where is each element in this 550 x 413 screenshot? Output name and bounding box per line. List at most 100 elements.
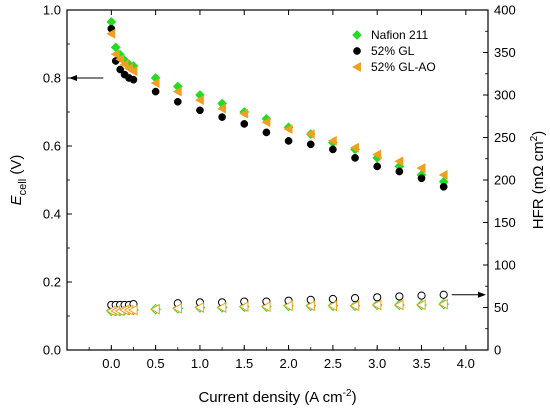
y-right-tick-label: 150 — [494, 215, 516, 230]
point-52-gl-ao-polarization — [216, 103, 227, 114]
y-left-axis-title-sub: cell — [17, 179, 29, 196]
point-52-gl-ao-hfr — [438, 298, 448, 310]
point-52-gl-ao-polarization — [110, 49, 120, 60]
point-52-gl-ao-polarization — [327, 135, 337, 146]
point-52-gl-ao-hfr — [393, 299, 404, 311]
x-tick-label: 0.5 — [147, 356, 165, 371]
y-left-tick-label: 1.0 — [43, 3, 61, 18]
point-52-gl-ao-hfr — [216, 302, 227, 313]
legend-marker-52-gl-ao — [351, 61, 361, 73]
point-52-gl-polarization — [395, 167, 404, 176]
point-52-gl-ao-polarization — [261, 117, 271, 128]
point-52-gl-ao-polarization — [172, 86, 182, 97]
point-52-gl-ao-hfr — [349, 300, 360, 312]
y-left-tick-label: 0.4 — [43, 207, 61, 222]
chart-axis-labels: 0.0 0.5 1.0 1.5 2.0 2.5 3.0 3.5 4.0 0.0 0.2 0.4 0.6 0… — [8, 3, 547, 407]
point-52-gl-ao-polarization — [106, 28, 116, 39]
x-tick-label: 2.0 — [280, 356, 298, 371]
x-axis-title: Current density (A cm-2) — [198, 388, 356, 406]
x-tick-label: 0.0 — [102, 356, 120, 371]
y-right-axis-title: HFR (mΩ cm2) — [529, 131, 547, 229]
x-axis-title-tail: ) — [352, 389, 357, 406]
point-52-gl-ao-polarization — [239, 108, 249, 119]
x-tick-label: 3.0 — [368, 356, 386, 371]
point-52-gl-polarization — [151, 87, 160, 96]
y-right-axis-title-tail: ) — [530, 131, 547, 136]
point-52-gl-polarization — [417, 174, 426, 183]
legend-label-52-gl: 52% GL — [371, 44, 415, 58]
y-left-axis-title-tail: (V) — [8, 155, 25, 179]
y-left-tick-label: 0.8 — [43, 71, 61, 86]
y-right-tick-label: 400 — [494, 3, 516, 18]
point-52-gl-ao-hfr — [305, 300, 315, 312]
point-52-gl-ao-hfr — [238, 301, 249, 313]
point-52-gl-hfr — [328, 294, 337, 304]
y-right-tick-label: 200 — [494, 173, 516, 188]
y-right-tick-label: 50 — [494, 300, 508, 315]
point-52-gl-ao-hfr — [415, 299, 426, 311]
point-52-gl-ao-polarization — [416, 163, 426, 174]
point-52-gl-ao-polarization — [119, 59, 129, 70]
y-right-axis-title-sup: 2 — [529, 135, 540, 141]
point-52-gl-polarization — [329, 145, 337, 154]
legend-label-52-gl-ao: 52% GL-AO — [371, 60, 436, 74]
legend-label-nafion-211: Nafion 211 — [371, 28, 428, 42]
point-52-gl-ao-polarization — [150, 78, 160, 89]
x-tick-label: 3.5 — [412, 356, 430, 371]
point-52-gl-ao-polarization — [305, 129, 315, 140]
point-52-gl-ao-polarization — [372, 149, 382, 160]
y-right-tick-label: 250 — [494, 130, 516, 145]
arrowhead-left — [69, 75, 77, 81]
series-52-gl-ao-hfr — [105, 298, 448, 317]
point-52-gl-ao-polarization — [283, 123, 293, 135]
point-52-gl-ao-hfr — [371, 299, 382, 311]
arrowhead-right — [478, 291, 486, 298]
point-52-gl-polarization — [116, 65, 125, 74]
y-right-tick-label: 350 — [494, 45, 516, 60]
point-52-gl-polarization — [129, 75, 138, 84]
x-tick-label: 1.0 — [191, 356, 209, 371]
point-52-gl-ao-hfr — [194, 302, 205, 313]
point-52-gl-hfr — [373, 293, 382, 302]
series-52-gl-ao-polarization — [106, 28, 448, 180]
y-right-tick-label: 100 — [494, 258, 516, 273]
point-52-gl-hfr — [350, 294, 360, 303]
point-52-gl-polarization — [351, 154, 359, 162]
legend-marker-nafion-211 — [352, 30, 362, 40]
chart-frame — [66, 9, 489, 351]
y-left-axis-title-main: E — [8, 194, 25, 205]
point-52-gl-ao-polarization — [194, 95, 204, 106]
y-right-tick-label: 300 — [494, 88, 516, 103]
y-right-axis-title-main: HFR (mΩ cm — [530, 141, 547, 229]
point-52-gl-ao-hfr — [150, 303, 160, 315]
point-52-gl-polarization — [284, 137, 293, 145]
point-52-gl-ao-hfr — [282, 300, 293, 312]
chart-legend: Nafion 211 52% GL 52% GL-AO — [351, 28, 436, 74]
point-52-gl-polarization — [373, 162, 382, 171]
point-52-gl-ao-polarization — [128, 66, 138, 77]
chart-annotations — [69, 75, 486, 298]
x-tick-label: 1.5 — [235, 356, 253, 371]
point-52-gl-ao-polarization — [394, 156, 404, 167]
y-left-tick-label: 0.6 — [43, 139, 61, 154]
point-52-gl-ao-polarization — [115, 54, 125, 65]
point-52-gl-ao-polarization — [349, 142, 359, 153]
point-52-gl-hfr — [395, 292, 404, 301]
x-tick-label: 4.0 — [457, 356, 475, 371]
point-52-gl-polarization — [439, 182, 448, 191]
x-axis-title-sup: -2 — [343, 388, 352, 399]
point-52-gl-polarization — [240, 120, 249, 128]
point-52-gl-polarization — [173, 97, 182, 106]
point-52-gl-ao-polarization — [438, 169, 448, 180]
y-left-tick-label: 0.2 — [43, 275, 61, 290]
point-52-gl-hfr — [439, 290, 448, 299]
y-left-tick-label: 0.0 — [43, 343, 61, 358]
point-52-gl-ao-hfr — [127, 304, 138, 316]
point-52-gl-ao-hfr — [172, 302, 182, 314]
point-52-gl-ao-hfr — [260, 301, 271, 313]
y-left-axis-title: Ecell (V) — [8, 155, 29, 206]
y-right-tick-label: 0 — [494, 343, 501, 358]
point-52-gl-polarization — [196, 106, 204, 115]
point-52-gl-polarization — [218, 113, 226, 121]
